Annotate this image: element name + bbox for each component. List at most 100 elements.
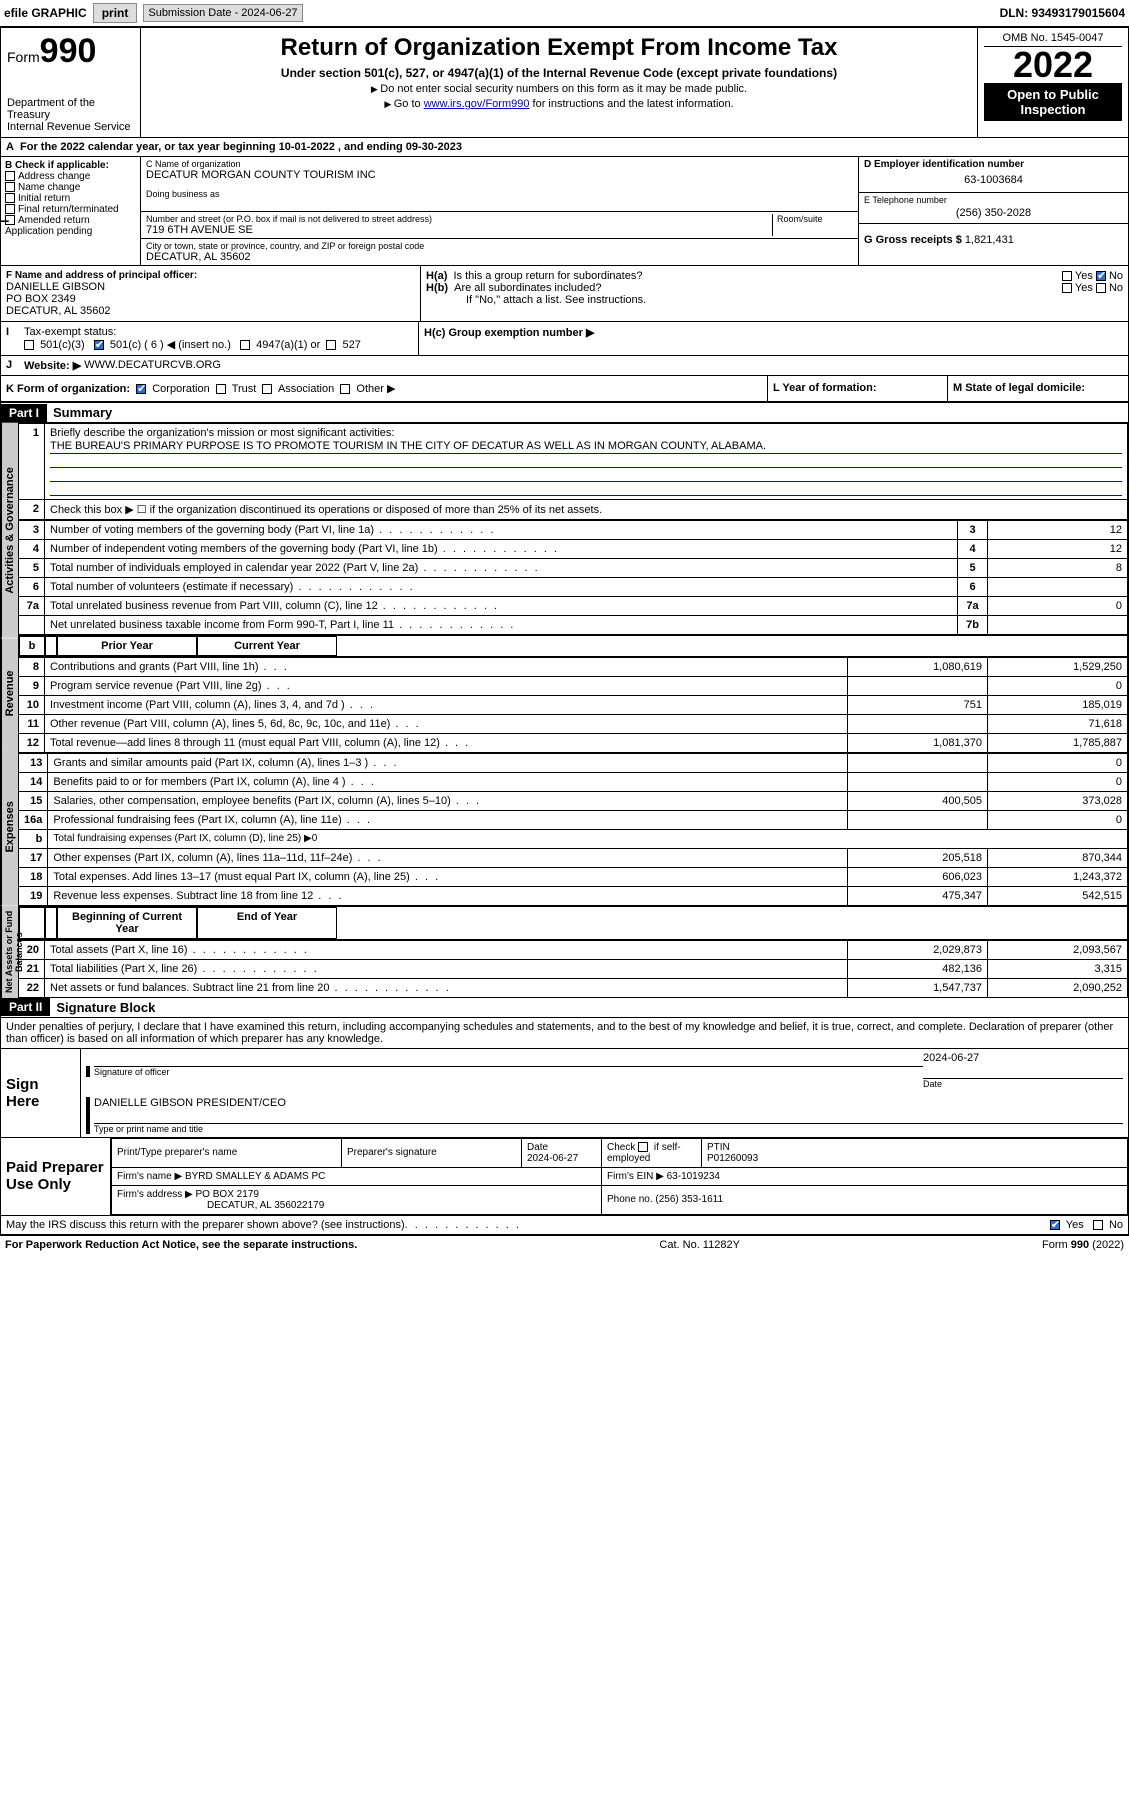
section-j: J Website: ▶ WWW.DECATURCVB.ORG: [0, 356, 1129, 376]
tab-expenses: Expenses: [1, 749, 18, 906]
website-label: Website: ▶: [24, 359, 81, 372]
part1-header: Part I Summary: [0, 402, 1129, 423]
firm-addr2: DECATUR, AL 356022179: [117, 1200, 324, 1211]
k-corp[interactable]: [136, 384, 146, 394]
firm-ein-label: Firm's EIN ▶: [607, 1171, 664, 1182]
b-header: B Check if applicable:: [5, 160, 136, 171]
tab-revenue: Revenue: [1, 638, 18, 749]
page-footer: For Paperwork Reduction Act Notice, see …: [0, 1235, 1129, 1254]
expense-rows: 13Grants and similar amounts paid (Part …: [18, 753, 1128, 906]
section-fh: F Name and address of principal officer:…: [0, 266, 1129, 322]
k-trust[interactable]: [216, 384, 226, 394]
hc-label: H(c) Group exemption number ▶: [424, 327, 594, 339]
i-527[interactable]: [326, 340, 336, 350]
i-4947[interactable]: [240, 340, 250, 350]
col-b: b: [19, 636, 45, 656]
discuss-yes[interactable]: [1050, 1220, 1060, 1230]
phone-label: E Telephone number: [864, 195, 1123, 205]
sign-here: Sign Here: [1, 1049, 81, 1137]
section-bcdeg: B Check if applicable: Address change Na…: [0, 157, 1129, 266]
part2-title: Signature Block: [50, 998, 161, 1017]
firm-phone-label: Phone no.: [607, 1194, 653, 1205]
pp-date-value: 2024-06-27: [527, 1153, 578, 1164]
part2-badge: Part II: [1, 998, 50, 1016]
type-name-label: Type or print name and title: [94, 1123, 1123, 1134]
summary-table: 1 Briefly describe the organization's mi…: [18, 423, 1128, 520]
sig-date-value: 2024-06-27: [923, 1052, 1123, 1064]
ha-no[interactable]: [1096, 271, 1106, 281]
gross-value: 1,821,431: [965, 234, 1014, 246]
pp-self-employed[interactable]: [638, 1142, 648, 1152]
l2-text: Check this box ▶ ☐ if the organization d…: [45, 500, 1128, 520]
city-state-zip: DECATUR, AL 35602: [146, 251, 853, 263]
goto-note: Go to www.irs.gov/Form990 for instructio…: [147, 98, 971, 110]
ha-label: H(a): [426, 270, 447, 282]
ptin-label: PTIN: [707, 1142, 730, 1153]
section-deg: D Employer identification number 63-1003…: [858, 157, 1128, 265]
officer-city: DECATUR, AL 35602: [6, 305, 415, 317]
pp-name-label: Print/Type preparer's name: [112, 1138, 342, 1167]
discuss-label: May the IRS discuss this return with the…: [6, 1219, 405, 1231]
col-beginning: Beginning of Current Year: [57, 907, 197, 939]
footer-mid: Cat. No. 11282Y: [659, 1239, 740, 1251]
hb-label: H(b): [426, 282, 448, 294]
gross-label: G Gross receipts $: [864, 234, 962, 246]
signature-block: Under penalties of perjury, I declare th…: [0, 1018, 1129, 1235]
footer-right: Form 990 (2022): [1042, 1239, 1124, 1251]
b-opt-address: Address change: [5, 171, 136, 182]
dba-label: Doing business as: [146, 189, 853, 199]
dept-treasury: Department of the Treasury: [7, 97, 134, 121]
ha-yes[interactable]: [1062, 271, 1072, 281]
b-opt-pending: Application pending: [5, 226, 136, 237]
netassets-rows: 20Total assets (Part X, line 16)2,029,87…: [18, 940, 1128, 998]
firm-addr: PO BOX 2179: [196, 1189, 259, 1200]
l-label: L Year of formation:: [773, 382, 877, 394]
hb-no[interactable]: [1096, 283, 1106, 293]
form-header: Form990 Department of the Treasury Inter…: [0, 27, 1129, 138]
pp-sig-label: Preparer's signature: [342, 1138, 522, 1167]
sig-date-label: Date: [923, 1078, 1123, 1089]
submission-date: Submission Date - 2024-06-27: [143, 4, 302, 22]
firm-phone: (256) 353-1611: [655, 1194, 723, 1205]
col-prior: Prior Year: [57, 636, 197, 656]
firm-addr-label: Firm's address ▶: [117, 1189, 193, 1200]
i-501c[interactable]: [94, 340, 104, 350]
part1-body: Activities & Governance Revenue Expenses…: [0, 423, 1129, 998]
governance-rows: 3Number of voting members of the governi…: [18, 520, 1128, 635]
footer-left: For Paperwork Reduction Act Notice, see …: [5, 1239, 357, 1251]
irs-link[interactable]: www.irs.gov/Form990: [424, 98, 530, 110]
c-name-label: C Name of organization: [146, 159, 853, 169]
ssn-note: Do not enter social security numbers on …: [147, 83, 971, 95]
pp-date-label: Date: [527, 1142, 548, 1153]
k-label: K Form of organization:: [6, 383, 130, 395]
b-opt-final: Final return/terminated: [5, 204, 136, 215]
label-a: A: [1, 138, 15, 156]
section-b: B Check if applicable: Address change Na…: [1, 157, 141, 265]
m-label: M State of legal domicile:: [953, 382, 1085, 394]
print-button[interactable]: print: [93, 3, 138, 23]
room-label: Room/suite: [777, 214, 853, 224]
l1-label: Briefly describe the organization's miss…: [50, 427, 394, 439]
irs-label: Internal Revenue Service: [7, 121, 134, 133]
revenue-rows: 8Contributions and grants (Part VIII, li…: [18, 657, 1128, 753]
section-i: I Tax-exempt status: 501(c)(3) 501(c) ( …: [0, 322, 1129, 356]
declaration-text: Under penalties of perjury, I declare th…: [1, 1018, 1128, 1049]
preparer-table: Print/Type preparer's name Preparer's si…: [111, 1138, 1128, 1215]
discuss-no[interactable]: [1093, 1220, 1103, 1230]
b-opt-name: Name change: [5, 182, 136, 193]
i-501c3[interactable]: [24, 340, 34, 350]
form-num: 990: [40, 32, 97, 70]
na-header: Beginning of Current Year End of Year: [18, 906, 1128, 940]
hb-yes[interactable]: [1062, 283, 1072, 293]
section-a: A For the 2022 calendar year, or tax yea…: [0, 138, 1129, 157]
k-assoc[interactable]: [262, 384, 272, 394]
ptin-value: P01260093: [707, 1153, 758, 1164]
addr-label: Number and street (or P.O. box if mail i…: [146, 214, 768, 224]
efile-label: efile GRAPHIC: [4, 6, 87, 20]
firm-name-label: Firm's name ▶: [117, 1171, 182, 1182]
open-public: Open to Public Inspection: [984, 83, 1122, 121]
part2-header: Part II Signature Block: [0, 998, 1129, 1018]
section-c: C Name of organization DECATUR MORGAN CO…: [141, 157, 858, 265]
k-other[interactable]: [340, 384, 350, 394]
org-name: DECATUR MORGAN COUNTY TOURISM INC: [146, 169, 853, 181]
